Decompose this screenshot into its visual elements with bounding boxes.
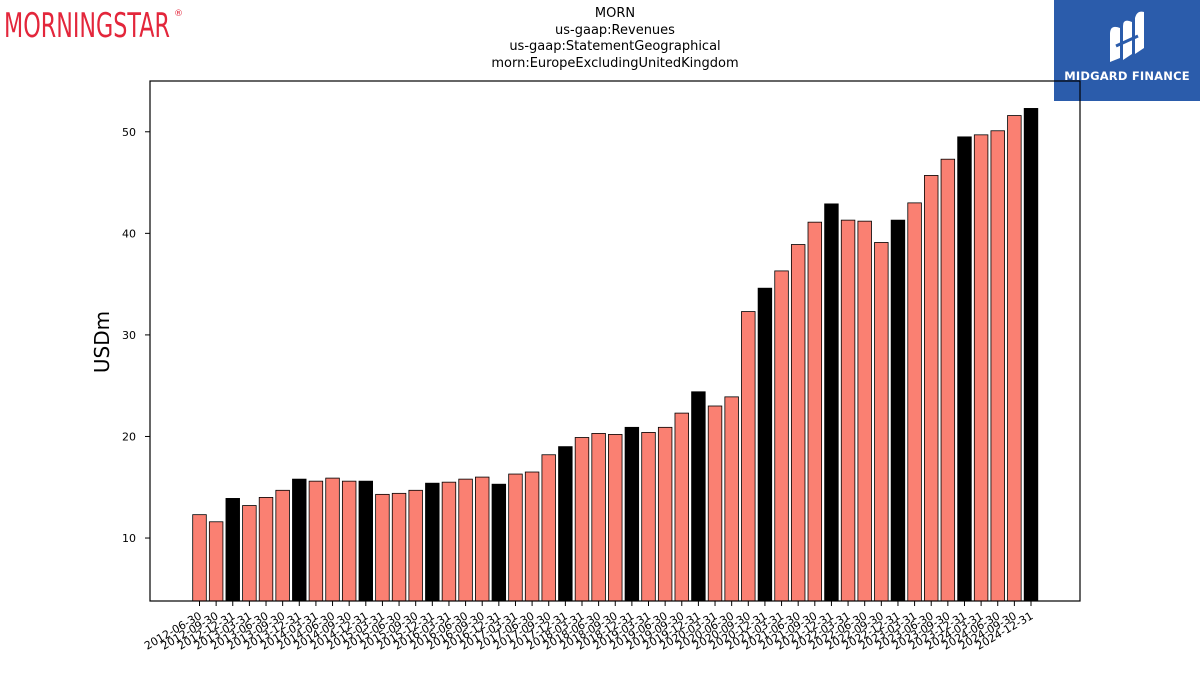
bar-2018-06-30 [591, 433, 606, 602]
bar-2013-03-31 [242, 505, 257, 602]
y-tick-label: 20 [122, 430, 136, 443]
bar-2017-03-31 [508, 473, 523, 602]
registered-mark-icon: ® [174, 9, 183, 19]
bar-2016-06-30 [458, 478, 473, 602]
x-axis: 2012-06-302012-09-302012-12-312013-03-31… [142, 601, 1036, 653]
bar-2023-12-31 [957, 136, 972, 602]
bar-2014-06-30 [325, 477, 340, 602]
y-tick-label: 40 [122, 227, 136, 240]
bar-2021-03-31 [774, 270, 789, 602]
bar-2019-12-31 [691, 391, 706, 602]
bar-2013-09-30 [275, 489, 290, 602]
bar-2018-03-31 [574, 437, 590, 602]
bar-2023-06-30 [924, 175, 939, 602]
bar-2012-09-30 [208, 521, 224, 602]
bar-2020-12-31 [757, 287, 773, 602]
bar-2014-09-30 [341, 480, 357, 602]
bar-2017-06-30 [524, 471, 540, 602]
bar-2012-12-31 [225, 498, 240, 602]
bar-2017-09-30 [541, 454, 556, 602]
bar-2022-06-30 [857, 220, 872, 602]
bar-2024-09-30 [1007, 115, 1022, 602]
bar-2022-12-31 [890, 219, 906, 602]
bar-2016-03-31 [441, 481, 457, 602]
bar-2019-06-30 [657, 426, 673, 602]
midgard-logo-text: MIDGARD FINANCE [1064, 69, 1190, 83]
bar-2021-09-30 [807, 221, 823, 602]
bar-2013-06-30 [258, 497, 274, 602]
bar-2020-03-31 [707, 405, 723, 602]
bar-2014-12-31 [358, 480, 374, 602]
morningstar-logo-text: MORNINGSTAR [4, 6, 170, 44]
morningstar-logo: MORNINGSTAR ® [4, 6, 183, 44]
y-axis: 10 20 30 40 50 [122, 126, 150, 545]
bar-2014-03-31 [308, 480, 324, 602]
bar-2017-12-31 [558, 446, 573, 602]
y-tick-label: 50 [122, 126, 136, 139]
bar-2012-06-30 [192, 514, 207, 602]
midgard-emblem-icon [1110, 11, 1144, 62]
bar-2024-06-30 [990, 130, 1005, 602]
title-line-2: us-gaap:Revenues [555, 22, 675, 38]
bars-group [192, 108, 1039, 602]
bar-2021-12-31 [824, 203, 839, 602]
bar-2016-12-31 [491, 483, 507, 602]
midgard-finance-logo: MIDGARD FINANCE [1054, 0, 1200, 101]
bar-2021-06-30 [790, 244, 806, 602]
bar-2015-03-31 [375, 493, 390, 602]
bar-2015-09-30 [408, 489, 423, 602]
bar-2020-09-30 [741, 311, 756, 602]
bar-2018-12-31 [624, 426, 640, 602]
bar-2016-09-30 [475, 476, 490, 602]
bar-2020-06-30 [724, 396, 739, 602]
bar-2022-09-30 [874, 242, 889, 602]
chart-title: MORN us-gaap:Revenues us-gaap:StatementG… [150, 6, 1080, 72]
bar-2015-12-31 [425, 482, 440, 602]
bar-2018-09-30 [608, 434, 623, 602]
bar-2013-12-31 [292, 478, 307, 602]
bar-2019-09-30 [674, 412, 689, 602]
bar-2024-12-31 [1023, 108, 1039, 602]
bar-2023-09-30 [940, 158, 956, 602]
y-tick-label: 30 [122, 329, 136, 342]
bar-2015-06-30 [391, 492, 407, 602]
y-tick-label: 10 [122, 532, 136, 545]
bar-2024-03-31 [973, 134, 989, 602]
bar-2022-03-31 [840, 219, 856, 602]
title-line-3: us-gaap:StatementGeographical [509, 39, 721, 54]
bar-2023-03-31 [907, 202, 922, 602]
title-line-1: MORN [594, 6, 636, 21]
bar-2019-03-31 [641, 432, 656, 602]
title-line-4: morn:EuropeExcludingUnitedKingdom [491, 55, 739, 71]
y-axis-label: USDm [90, 311, 114, 373]
